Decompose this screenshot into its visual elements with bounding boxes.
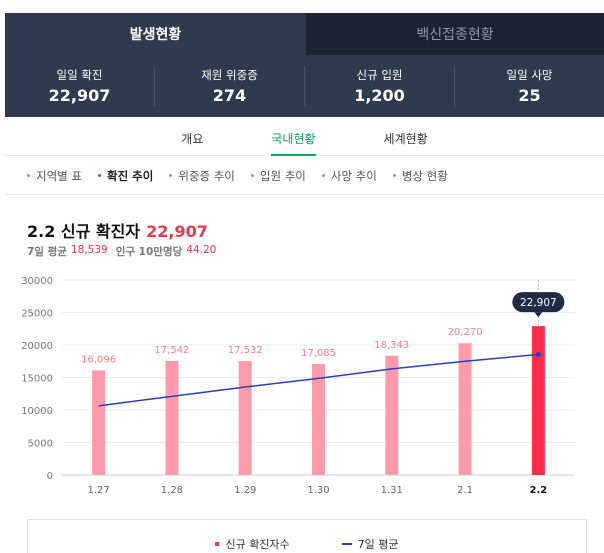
per-capita-value: 44.20 [186, 244, 217, 256]
x-tick-label: 1.28 [161, 485, 183, 496]
section-subline: 7일 평균 18,539 인구 10만명당 44.20 [27, 244, 224, 259]
tooltip-label: 22,907 [520, 297, 557, 309]
stat-value: 22,907 [48, 86, 111, 105]
tooltip-box [512, 292, 565, 313]
tab-world[interactable]: 세계현황 [383, 132, 428, 146]
filter-label: 병상 현황 [401, 168, 448, 183]
filter-label: 입원 추이 [259, 168, 306, 183]
stat-label: 신규 입원 [356, 68, 403, 82]
avg-line [98, 353, 539, 407]
y-tick-label: 30000 [21, 276, 53, 287]
x-tick-label: 2.2 [529, 485, 547, 496]
x-tick-label: 1.31 [381, 485, 403, 496]
section-title-value: 22,907 [146, 222, 208, 241]
x-tick-label: 2.1 [457, 485, 473, 496]
avg-value: 18,539 [70, 244, 108, 256]
sub-tab-bar: 개요 국내현황 세계현황 [5, 118, 604, 156]
bullet-icon [250, 174, 254, 177]
bar [92, 370, 106, 475]
stat-critical: 재원 위중증 274 [155, 66, 305, 106]
bar-value-label: 20,270 [448, 327, 483, 338]
legend-label: 7일 평균 [357, 538, 399, 551]
legend-item-average[interactable]: 7일 평균 [341, 530, 399, 553]
bar-value-label: 18,343 [374, 340, 409, 351]
section-title: 2.2 신규 확진자 [27, 222, 141, 241]
stat-label: 일일 사망 [506, 68, 553, 82]
bar [385, 355, 399, 475]
x-tick-label: 1.30 [307, 485, 329, 496]
bar [458, 343, 472, 475]
bar [238, 361, 252, 475]
stat-label: 재원 위중증 [201, 68, 258, 82]
bar [531, 326, 545, 475]
bullet-icon [97, 174, 101, 177]
bullet-icon [321, 174, 325, 177]
filter-critical-trend[interactable]: 위중증 추이 [169, 168, 235, 184]
legend-label: 신규 확진자수 [225, 538, 290, 551]
y-tick-label: 5000 [28, 439, 53, 450]
filter-label: 지역별 표 [36, 168, 82, 183]
filter-label: 위중증 추이 [178, 168, 235, 183]
bar-value-label: 17,085 [301, 348, 336, 359]
legend-item-confirmed[interactable]: 신규 확진자수 [215, 530, 290, 553]
filter-bed-status[interactable]: 병상 현황 [392, 168, 448, 184]
stats-panel: 일일 확진 22,907 재원 위중증 274 신규 입원 1,200 일일 사… [5, 55, 604, 117]
filter-label: 사망 추이 [330, 168, 377, 183]
x-tick-label: 1.27 [88, 485, 110, 496]
bullet-icon [27, 174, 30, 177]
stat-value: 274 [212, 86, 247, 105]
bullet-icon [169, 174, 173, 177]
per-capita-label: 인구 10만명당 [115, 246, 183, 258]
y-tick-label: 10000 [21, 406, 53, 417]
y-tick-label: 20000 [21, 341, 53, 352]
tooltip-pointer [534, 312, 543, 318]
stat-label: 일일 확진 [56, 68, 103, 82]
bullet-icon [392, 174, 396, 177]
avg-label: 7일 평균 [27, 246, 67, 258]
y-tick-label: 0 [47, 471, 53, 482]
avg-line-point [535, 351, 541, 357]
chart-legend: 신규 확진자수 7일 평균 [27, 519, 587, 553]
filter-region-table[interactable]: 지역별 표 [27, 168, 82, 184]
stat-value: 1,200 [354, 86, 405, 105]
bar [312, 363, 325, 475]
bar [165, 360, 179, 475]
y-tick-label: 15000 [21, 374, 53, 385]
bar-value-label: 17,532 [228, 345, 263, 356]
x-tick-label: 1.29 [234, 485, 256, 496]
tab-outbreak-status[interactable]: 발생현황 [5, 13, 306, 55]
tab-overview[interactable]: 개요 [181, 132, 204, 146]
bar-value-label: 17,542 [154, 345, 189, 356]
filter-death-trend[interactable]: 사망 추이 [321, 168, 377, 184]
stat-value: 25 [518, 86, 541, 105]
stat-daily-deaths: 일일 사망 25 [455, 66, 604, 106]
confirmed-cases-chart: 0 5000 10000 15000 20000 25000 30000 16,096 1.27… [21, 276, 575, 496]
legend-line-icon [341, 543, 352, 545]
top-tab-bar: 발생현황 백신접종현황 [5, 13, 604, 55]
filter-confirmed-trend[interactable]: 확진 추이 [97, 168, 154, 184]
stat-new-hospitalized: 신규 입원 1,200 [305, 66, 455, 106]
filter-label: 확진 추이 [106, 168, 154, 183]
legend-square-icon [215, 542, 220, 546]
filter-bar: 지역별 표 확진 추이 위중증 추이 입원 추이 사망 추이 병상 현황 [5, 157, 604, 195]
bar-value-label: 16,096 [81, 354, 116, 365]
section-title-row: 2.2 신규 확진자 22,907 [27, 218, 208, 242]
filter-hospital-trend[interactable]: 입원 추이 [250, 168, 306, 184]
tab-vaccination-status[interactable]: 백신접종현황 [306, 13, 604, 55]
tab-domestic[interactable]: 국내현황 [271, 118, 316, 156]
stat-daily-confirmed: 일일 확진 22,907 [5, 66, 155, 106]
y-tick-label: 25000 [21, 309, 53, 320]
